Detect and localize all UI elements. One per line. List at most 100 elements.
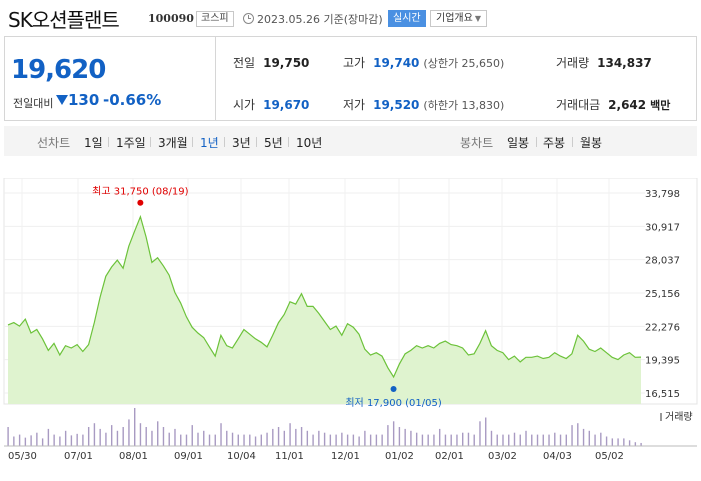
volume-stat: 거래량 134,837 (556, 54, 652, 71)
volume-bar (519, 434, 521, 446)
volume-bar (312, 434, 314, 446)
volume-bar (554, 432, 556, 446)
tab-3month[interactable]: 3개월 (158, 136, 188, 150)
open-label: 시가 (233, 98, 256, 112)
volume-bar (473, 434, 475, 446)
volume-bar (444, 434, 447, 446)
volume-bar (203, 430, 205, 446)
company-overview-label: 기업개요 (436, 13, 473, 24)
volume-bar (36, 432, 38, 446)
volume-bar (410, 430, 412, 446)
high-stat: 고가 19,740 (상한가 25,650) (343, 54, 504, 71)
tab-weekly-candle[interactable]: 주봉 (543, 136, 566, 150)
clock-icon (243, 13, 254, 24)
x-tick-label: 04/03 (543, 451, 572, 462)
y-axis-ticks: 33,798 30,917 28,037 25,156 22,276 19,395 16,5… (645, 189, 680, 400)
volume-bar (134, 408, 136, 446)
volume-bar (243, 434, 245, 446)
low-value: 19,520 (373, 98, 420, 112)
tab-1day[interactable]: 1일 (84, 136, 103, 150)
volume-bar (496, 434, 498, 446)
tab-5year[interactable]: 5년 (264, 136, 283, 150)
y-tick-label: 33,798 (645, 189, 680, 200)
volume-bar (358, 436, 360, 446)
volume-bar (398, 427, 401, 446)
volume-bar (266, 432, 268, 446)
volume-bar (122, 427, 124, 446)
amount-value: 2,642 (608, 98, 647, 112)
volume-bar (59, 436, 61, 446)
tab-divider (192, 137, 193, 147)
volume-bar (525, 430, 527, 446)
high-marker (137, 199, 144, 206)
volume-bar (490, 430, 493, 446)
volume-bar (634, 442, 637, 446)
x-tick-label: 07/01 (64, 451, 93, 462)
panel-divider (215, 37, 216, 120)
volume-bar (628, 440, 631, 446)
volume-bar (295, 428, 297, 446)
volume-bar (341, 432, 343, 446)
price-chart[interactable]: 33,798 30,917 28,037 25,156 22,276 19,395 16,5… (0, 178, 701, 450)
company-overview-button[interactable]: 기업개요 ▼ (430, 10, 487, 27)
x-tick-label: 09/01 (174, 451, 203, 462)
volume-bar (531, 434, 533, 446)
tab-divider (108, 137, 109, 147)
volume-bar (306, 430, 309, 446)
x-tick-label: 02/01 (435, 451, 464, 462)
volume-bar (513, 432, 516, 446)
volume-bar (145, 427, 147, 446)
price-panel: 19,620 전일대비 130 -0.66% 전일 19,750 고가 19,740… (4, 36, 697, 121)
low-label: 저가 (343, 98, 366, 112)
volume-label: 거래량 (556, 56, 590, 70)
volume-bar (623, 438, 625, 446)
volume-bar (226, 430, 228, 446)
line-chart-label: 선차트 (37, 136, 71, 150)
volume-bar (18, 434, 21, 446)
volume-bars (7, 408, 642, 446)
volume-bar (70, 435, 73, 446)
tab-monthly-candle[interactable]: 월봉 (580, 136, 603, 150)
low-marker (390, 385, 397, 392)
volume-bar (548, 434, 550, 446)
tab-1year[interactable]: 1년 (200, 136, 219, 150)
y-tick-label: 30,917 (645, 222, 680, 233)
tab-10year[interactable]: 10년 (296, 136, 323, 150)
volume-bar (329, 434, 332, 446)
upper-limit: (상한가 25,650) (423, 57, 505, 70)
volume-value: 134,837 (597, 56, 652, 70)
volume-bar (128, 419, 130, 446)
tab-divider (150, 137, 151, 147)
change-percent: -0.66% (103, 91, 162, 109)
down-arrow-icon (56, 95, 68, 105)
volume-bar (208, 434, 211, 446)
open-value: 19,670 (263, 98, 310, 112)
volume-bar (272, 428, 274, 446)
high-label: 고가 (343, 56, 366, 70)
volume-bar (335, 434, 337, 446)
volume-bar (404, 428, 406, 446)
volume-bar (502, 434, 504, 446)
tab-daily-candle[interactable]: 일봉 (507, 136, 530, 150)
volume-bar (162, 427, 165, 446)
y-tick-label: 25,156 (645, 289, 680, 300)
volume-bar (588, 430, 591, 446)
volume-bar (450, 434, 452, 446)
volume-bar (116, 430, 119, 446)
x-tick-label: 05/30 (8, 451, 37, 462)
x-tick-label: 12/01 (331, 451, 360, 462)
volume-bar (220, 423, 222, 446)
volume-bar (30, 435, 32, 446)
candle-chart-label: 봉차트 (460, 136, 494, 150)
volume-legend-label: 거래량 (665, 412, 693, 423)
tab-1week[interactable]: 1주일 (116, 136, 146, 150)
volume-bar (381, 434, 383, 446)
volume-bar (577, 423, 579, 446)
realtime-button[interactable]: 실시간 (388, 10, 426, 27)
volume-bar (467, 432, 470, 446)
volume-bar (617, 438, 619, 446)
volume-bar (352, 434, 355, 446)
tab-3year[interactable]: 3년 (232, 136, 251, 150)
change-label: 전일대비 (13, 97, 54, 110)
volume-bar (387, 425, 389, 446)
